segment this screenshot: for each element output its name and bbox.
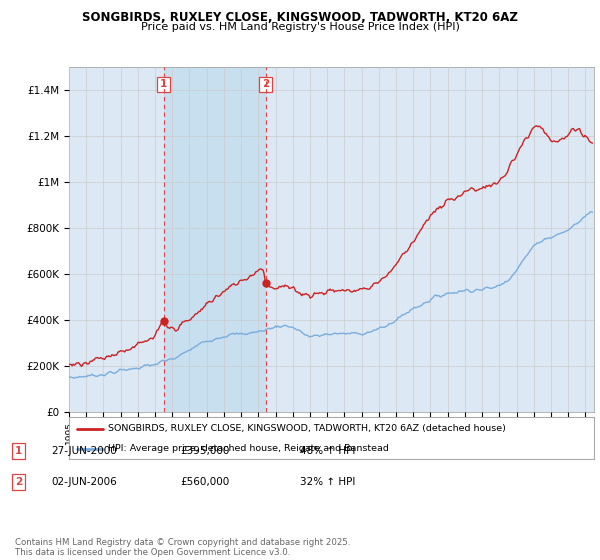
Text: £395,000: £395,000 [180,446,229,456]
Text: 1: 1 [160,80,167,89]
Text: HPI: Average price, detached house, Reigate and Banstead: HPI: Average price, detached house, Reig… [109,444,389,453]
Bar [163,67,266,412]
Text: 2: 2 [15,477,22,487]
Text: Contains HM Land Registry data © Crown copyright and database right 2025.
This d: Contains HM Land Registry data © Crown c… [15,538,350,557]
Text: SONGBIRDS, RUXLEY CLOSE, KINGSWOOD, TADWORTH, KT20 6AZ (detached house): SONGBIRDS, RUXLEY CLOSE, KINGSWOOD, TADW… [109,424,506,433]
Text: 02-JUN-2006: 02-JUN-2006 [51,477,117,487]
Text: £560,000: £560,000 [180,477,229,487]
Text: SONGBIRDS, RUXLEY CLOSE, KINGSWOOD, TADWORTH, KT20 6AZ: SONGBIRDS, RUXLEY CLOSE, KINGSWOOD, TADW… [82,11,518,24]
Text: 32% ↑ HPI: 32% ↑ HPI [300,477,355,487]
Text: 27-JUN-2000: 27-JUN-2000 [51,446,117,456]
Text: Price paid vs. HM Land Registry's House Price Index (HPI): Price paid vs. HM Land Registry's House … [140,22,460,32]
Text: 2: 2 [262,80,269,89]
Text: 1: 1 [15,446,22,456]
Text: 48% ↑ HPI: 48% ↑ HPI [300,446,355,456]
